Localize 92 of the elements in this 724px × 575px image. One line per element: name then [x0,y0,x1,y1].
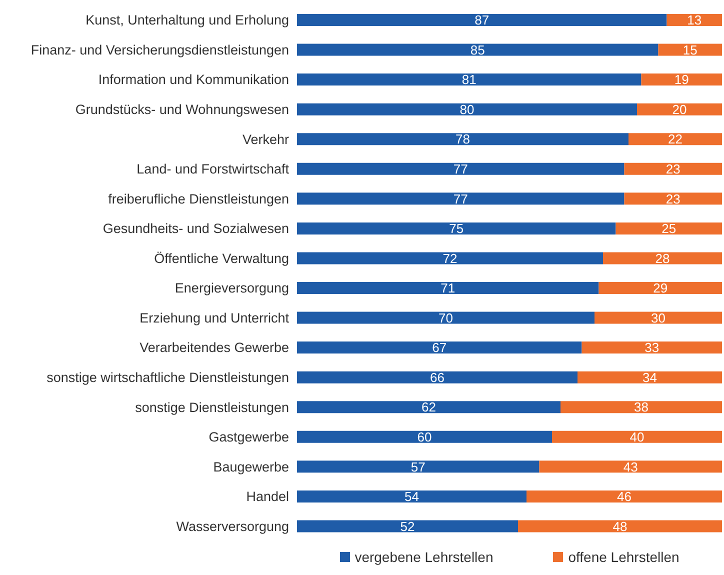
bar [666,14,722,26]
bar [297,14,667,26]
y-tick-label: freiberufliche Dienstleistungen [108,191,289,206]
data-label: 19 [674,72,689,88]
y-tick-label: Kunst, Unterhaltung und Erholung [86,12,289,28]
data-label: 57 [410,459,426,474]
y-tick-label: Gesundheits- und Sozialwesen [102,221,289,236]
bar [297,282,599,294]
bar [518,520,722,532]
data-label: 33 [644,340,660,356]
data-label: 28 [655,250,670,266]
y-tick-label: Verarbeitendes Gewerbe [140,340,289,356]
y-tick-label: Wasserversorgung [176,518,289,534]
y-tick-label: Erziehung und Unterricht [140,310,290,326]
data-label: 85 [470,42,485,58]
data-label: 60 [417,430,432,445]
legend-label: offene Lehrstellen [568,549,680,565]
bar [624,192,722,205]
bar [616,222,722,234]
bar [297,430,552,443]
data-label: 77 [453,191,468,206]
bar [539,460,722,473]
bar [297,460,540,473]
y-tick-label: Energieversorgung [174,280,289,296]
data-label: 46 [617,489,632,504]
bar [297,162,624,175]
data-label: 52 [400,518,415,534]
data-label: 62 [422,400,436,415]
data-label: 30 [651,310,666,326]
bar [297,252,603,264]
data-label: 77 [453,162,468,177]
data-label: 72 [442,250,458,266]
data-label: 13 [687,12,702,28]
data-label: 54 [404,489,419,504]
bar [297,74,642,86]
y-tick-label: sonstige wirtschaftliche Dienstleistungen [46,370,289,386]
legend-label: vergebene Lehrstellen [354,549,494,565]
data-label: 43 [623,459,638,474]
y-tick-label: Grundstücks- und Wohnungswesen [75,102,289,118]
bar [637,103,722,116]
data-label: 78 [456,132,470,147]
data-label: 25 [662,221,676,236]
data-label: 80 [460,102,474,117]
bar [297,222,616,234]
y-tick-label: Baugewerbe [213,459,289,474]
data-label: 40 [630,430,644,445]
data-label: 66 [430,370,444,385]
bar [297,342,582,354]
data-label: 71 [440,280,456,296]
data-label: 23 [666,162,680,177]
y-tick-label: sonstige Dienstleistungen [135,400,289,415]
data-label: 22 [668,132,682,147]
bar [297,371,578,384]
y-tick-label: Finanz- und Versicherungsdienstleistungen [30,42,289,58]
bar [552,430,722,443]
bar [598,282,722,294]
bar [594,312,722,324]
bar [628,133,722,146]
bar [297,133,628,146]
data-label: 23 [666,191,680,206]
data-label: 81 [462,72,476,88]
data-label: 15 [682,42,698,58]
data-label: 20 [672,102,687,117]
bar [297,103,637,116]
data-label: 75 [449,221,464,236]
bar [641,74,722,86]
bar [658,44,722,56]
bar [582,342,722,354]
data-label: 67 [432,340,447,356]
data-label: 70 [438,310,453,326]
bar [297,44,658,56]
bar [297,192,624,205]
data-label: 29 [653,280,668,296]
bar [297,520,518,532]
data-label: 48 [612,518,628,534]
y-tick-label: Land- und Forstwirtschaft [136,162,290,177]
bar [297,401,560,414]
y-tick-label: Verkehr [242,132,290,147]
y-tick-label: Gastgewerbe [208,430,289,445]
bar [560,401,722,414]
data-label: 87 [474,12,490,28]
y-tick-label: Öffentliche Verwaltung [154,250,289,266]
y-tick-label: Handel [246,489,289,504]
data-label: 34 [642,370,657,385]
bar [297,490,526,502]
data-label: 38 [634,400,648,415]
bar [526,490,722,502]
bar [297,312,594,324]
bar [624,162,722,175]
bar [603,252,722,264]
bar [578,371,722,384]
y-tick-label: Information und Kommunikation [98,72,289,88]
